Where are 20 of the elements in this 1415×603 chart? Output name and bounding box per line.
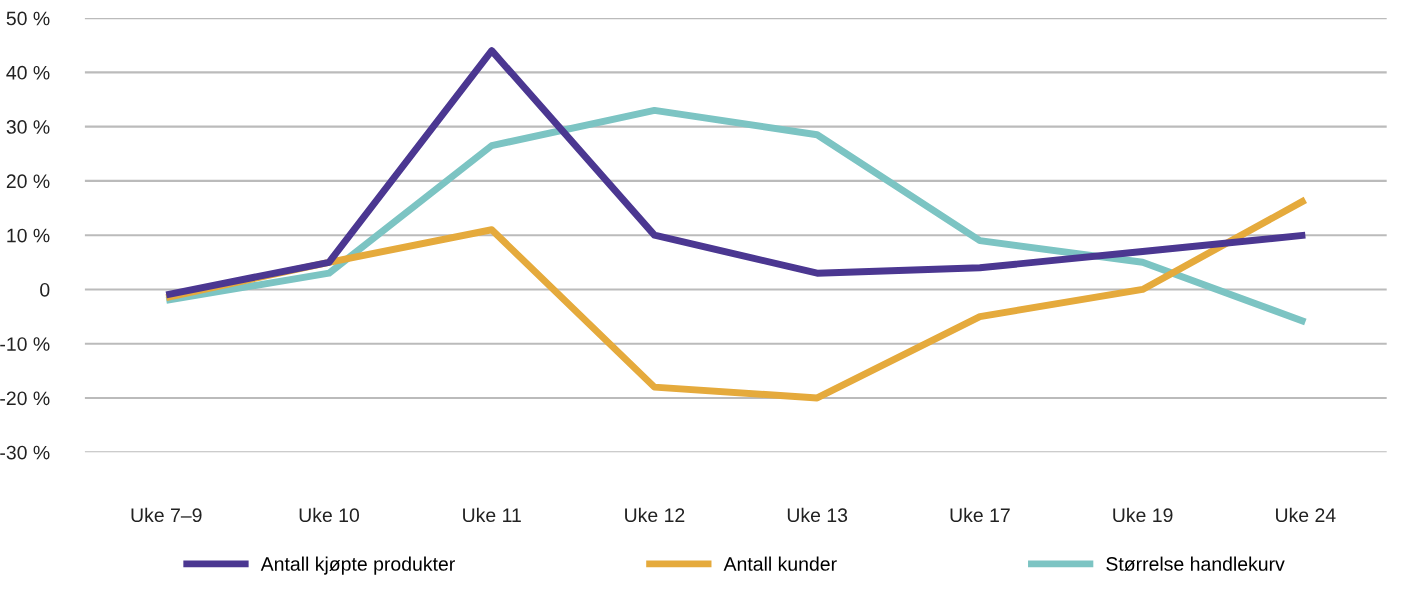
y-tick-label: 30 % (6, 120, 50, 134)
x-tick-label: Uke 17 (950, 507, 1010, 523)
y-tick-label: 40 % (6, 65, 50, 80)
x-tick-label: Uke 13 (787, 507, 848, 523)
y-tick-label: -30 % (0, 445, 50, 460)
y-tick-label: 50 % (6, 11, 50, 26)
y-tick-label: 20 % (6, 174, 50, 189)
legend-label: Antall kunder (723, 556, 837, 571)
y-tick-label: 10 % (7, 228, 50, 243)
legend-label: Antall kjøpte produkter (260, 556, 455, 575)
x-tick-label: Uke 19 (1113, 507, 1173, 523)
y-tick-label: 0 (40, 282, 50, 297)
x-tick-label: Uke 10 (299, 507, 360, 523)
x-tick-label: Uke 11 (463, 507, 521, 523)
x-tick-label: Uke 24 (1276, 507, 1336, 523)
y-tick-label: -10 % (0, 337, 50, 351)
legend-label: Størrelse handlekurv (1106, 556, 1285, 572)
y-tick-label: -20 % (0, 391, 50, 406)
x-tick-label: Uke 7–9 (131, 507, 202, 523)
x-tick-label: Uke 12 (625, 507, 685, 523)
